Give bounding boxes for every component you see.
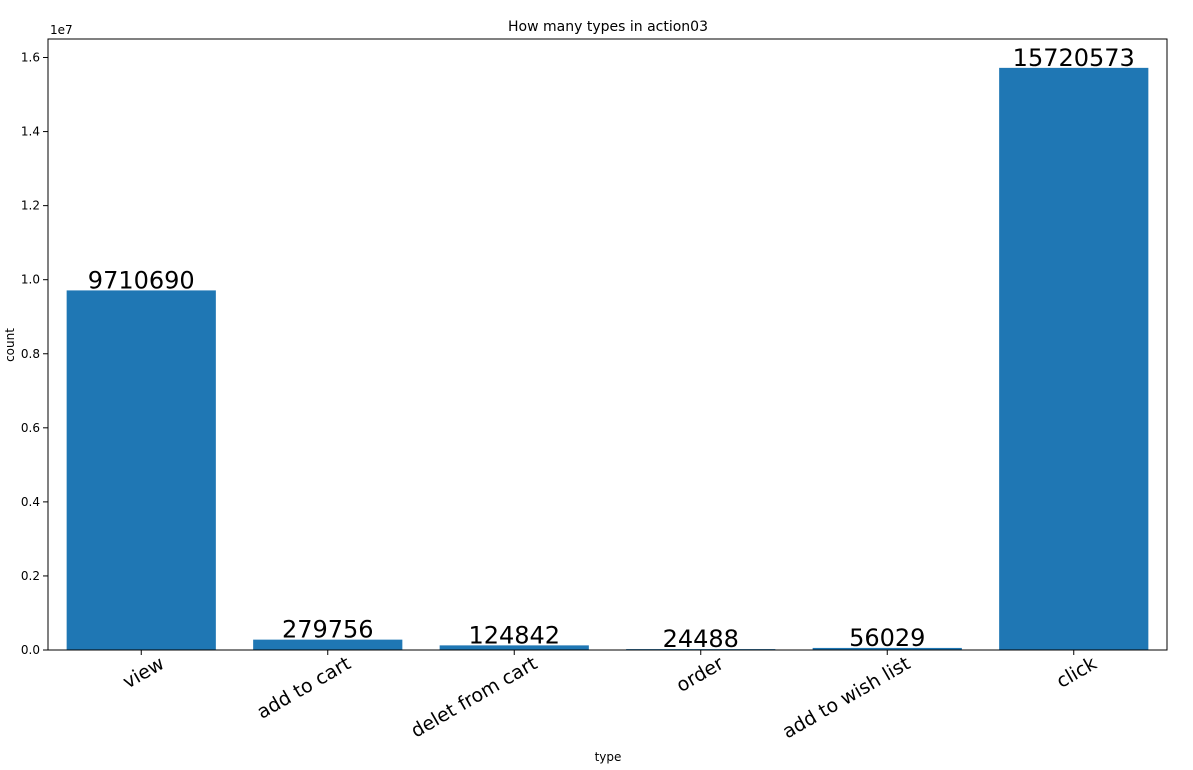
x-tick-label: add to wish list <box>779 652 914 743</box>
x-ticks-group: view add to cart delet from cart order add t… <box>119 650 1101 743</box>
bar-delet-from-cart <box>439 645 589 650</box>
x-tick-label: delet from cart <box>407 652 541 742</box>
y-tick-label: 0.0 <box>21 643 40 657</box>
plot-frame <box>47 38 1168 651</box>
y-offset-label: 1e7 <box>50 23 73 37</box>
data-label: 279756 <box>282 616 374 644</box>
data-label: 24488 <box>663 625 739 653</box>
y-tick-label: 0.2 <box>21 569 40 583</box>
x-axis-label: type <box>595 750 622 764</box>
data-label: 9710690 <box>88 266 195 294</box>
x-tick-label: add to cart <box>253 652 354 723</box>
bars-group: 9710690 279756 124842 24488 56029 15720573 <box>66 44 1149 653</box>
chart-title: How many types in action03 <box>508 19 708 35</box>
data-label: 56029 <box>849 624 925 652</box>
y-tick-label: 1.2 <box>21 199 40 213</box>
x-tick-label: view <box>119 652 168 693</box>
x-tick-label: click <box>1053 652 1101 692</box>
x-tick-label: order <box>673 652 728 696</box>
bar-add-to-cart <box>253 639 403 650</box>
data-label: 124842 <box>468 621 560 649</box>
y-tick-label: 0.4 <box>21 495 40 509</box>
y-ticks-group: 0.0 0.2 0.4 0.6 0.8 1.0 1.2 1.4 1.6 <box>21 51 48 657</box>
bar-add-to-wish-list <box>812 647 962 650</box>
y-tick-label: 0.8 <box>21 347 40 361</box>
data-label: 15720573 <box>1013 44 1135 72</box>
y-axis-label: count <box>3 328 17 362</box>
y-tick-label: 0.6 <box>21 421 40 435</box>
y-tick-label: 1.0 <box>21 273 40 287</box>
bar-view <box>66 290 216 650</box>
y-tick-label: 1.4 <box>21 125 40 139</box>
bar-click <box>999 67 1149 650</box>
y-tick-label: 1.6 <box>21 51 40 65</box>
